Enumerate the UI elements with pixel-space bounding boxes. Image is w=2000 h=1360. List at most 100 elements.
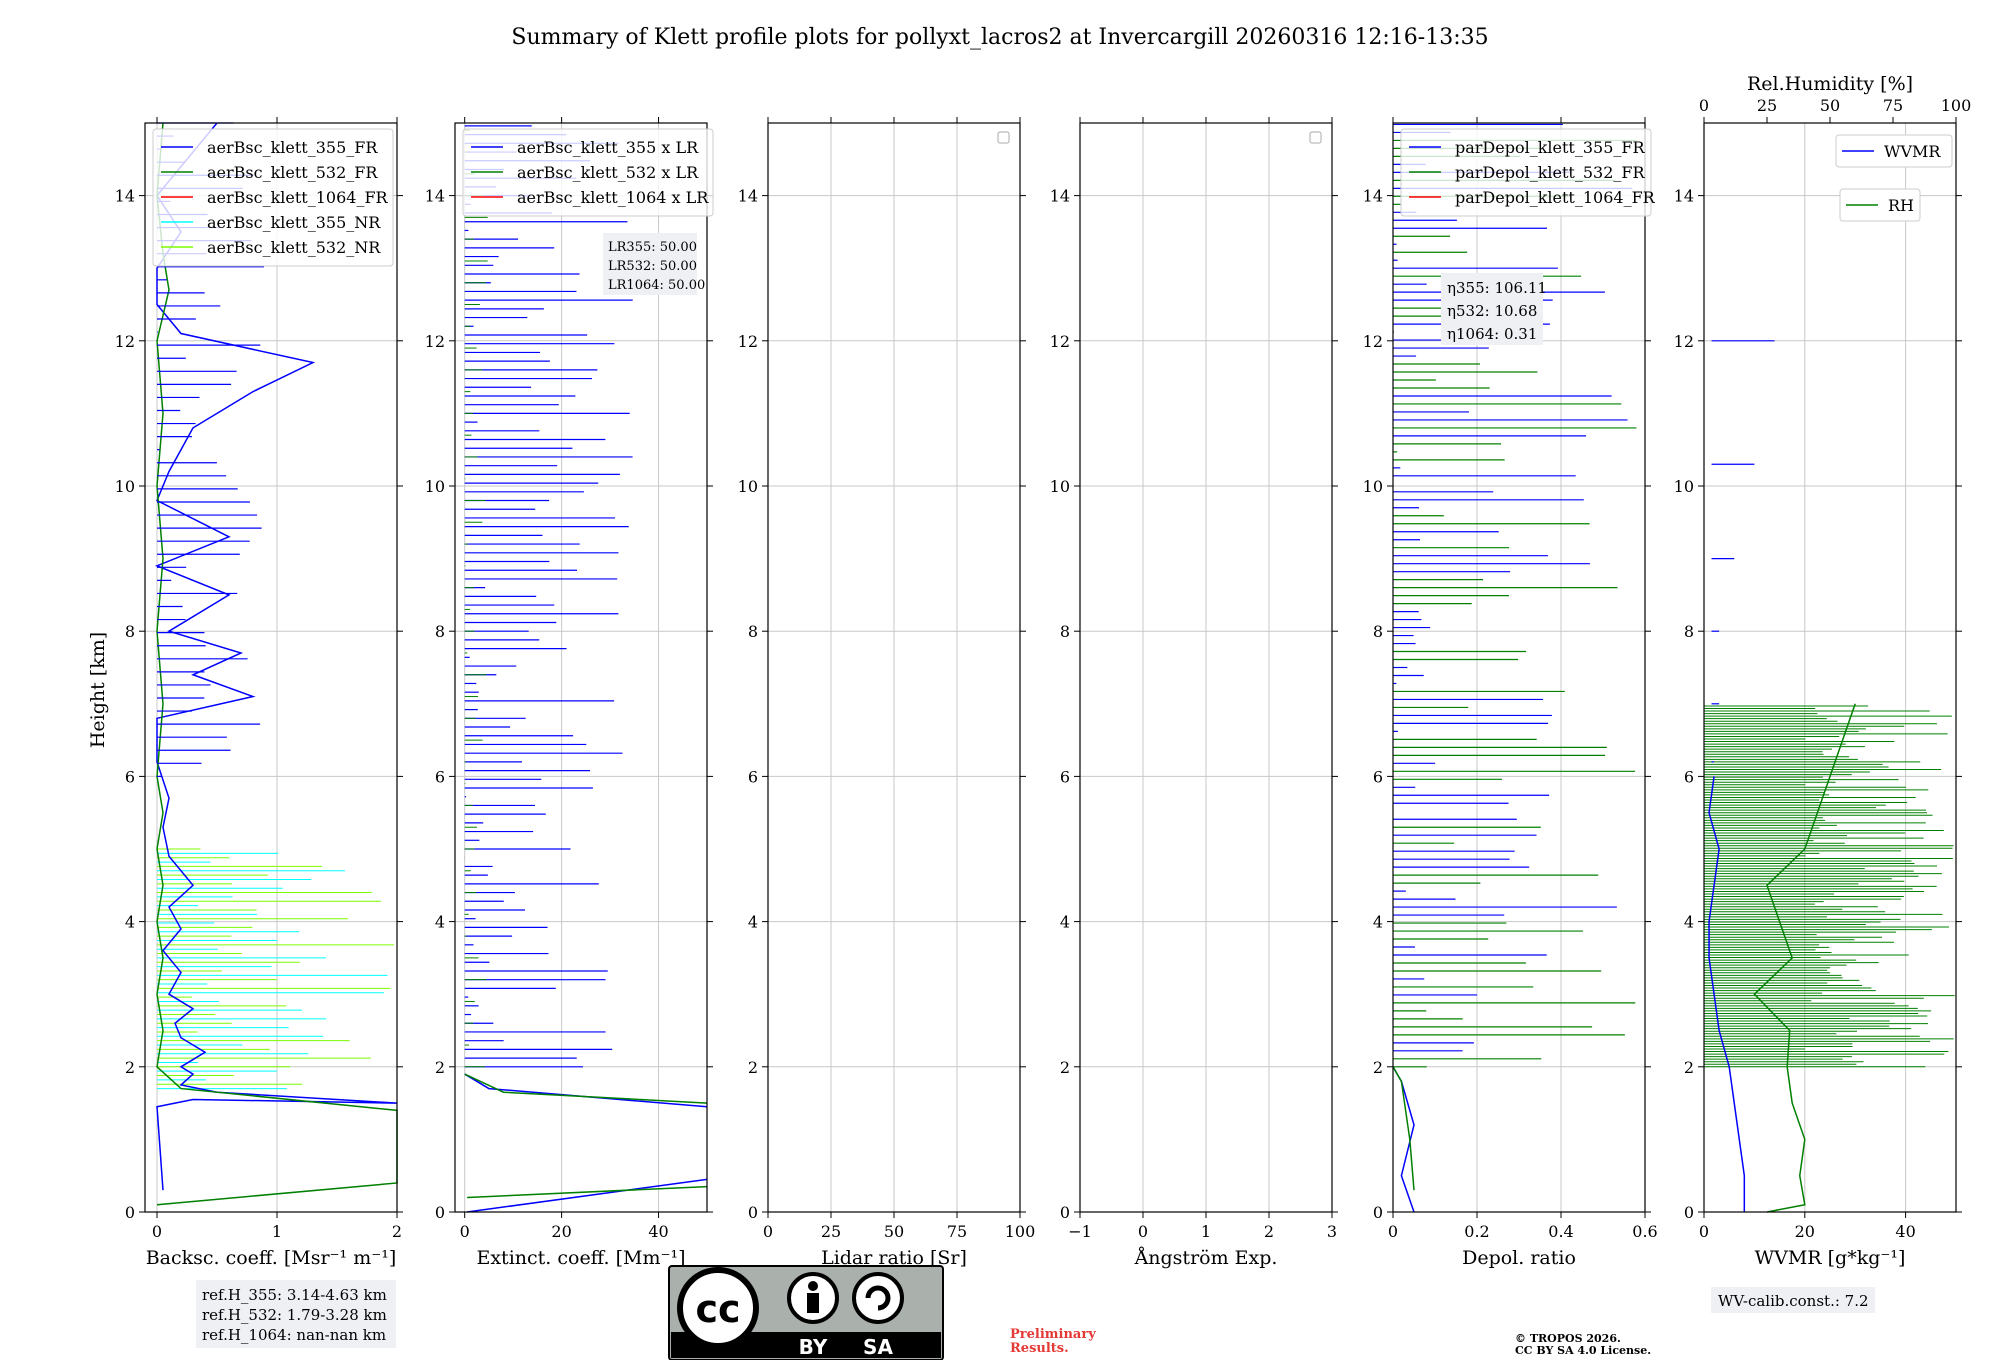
ref-height-box-bg <box>196 1280 396 1348</box>
ref-height-355: ref.H_355: 3.14-4.63 km <box>202 1286 387 1304</box>
series-355-pbl <box>464 1073 708 1108</box>
cc-license-logo: cc BY SA <box>668 1265 944 1360</box>
y-tick-label: 6 <box>748 767 758 786</box>
wv-calib-box-bg <box>1711 1287 1875 1313</box>
axes-frame <box>144 122 398 1213</box>
by-label: BY <box>799 1335 828 1359</box>
x-tick-label: 100 <box>1005 1222 1036 1241</box>
eta-label: η532: 10.68 <box>1447 302 1537 320</box>
lidar-ratio-box-bg <box>603 233 697 295</box>
x-tick-label: 0 <box>1699 1222 1709 1241</box>
x-axis-label: Lidar ratio [Sr] <box>821 1247 967 1269</box>
by-person-head <box>808 1281 818 1291</box>
y-tick-label: 12 <box>1363 332 1383 351</box>
lidar-ratio-label: LR1064: 50.00 <box>608 278 705 293</box>
legend-item: aerBsc_klett_355_NR <box>207 213 381 232</box>
y-tick-label: 2 <box>125 1058 135 1077</box>
y-tick-label: 6 <box>1684 767 1694 786</box>
y-tick-label: 12 <box>1050 332 1070 351</box>
x-tick-label: 0 <box>763 1222 773 1241</box>
axes-frame <box>1392 122 1646 1213</box>
eta-label: η355: 106.11 <box>1447 279 1547 297</box>
panel-lidar_ratio: 0 2 4 6 8 10 12 14 0 25 50 75 100 Lidar ratio [Sr] <box>738 117 1036 1269</box>
y-tick-label: 10 <box>115 477 135 496</box>
y-tick-label: 2 <box>1373 1058 1383 1077</box>
legend-wvmr: WVMR <box>1835 134 1953 168</box>
legend-frame <box>152 128 394 267</box>
y-tick-label: 2 <box>1684 1058 1694 1077</box>
y-tick-label: 6 <box>1373 767 1383 786</box>
ref-height-1064: ref.H_1064: nan-nan km <box>202 1326 386 1344</box>
top-x-tick-label: 50 <box>1820 96 1840 115</box>
legend: aerBsc_klett_355 x LR aerBsc_klett_532 x … <box>462 128 714 217</box>
y-tick-label: 0 <box>1684 1203 1694 1222</box>
lidar-ratio-label: LR355: 50.00 <box>608 240 697 255</box>
ref-height-box: ref.H_355: 3.14-4.63 km ref.H_532: 1.79-… <box>196 1280 396 1348</box>
eta-box: η355: 106.11 η532: 10.68 η1064: 0.31 <box>1441 273 1547 345</box>
y-tick-label: 4 <box>1373 913 1383 932</box>
y-tick-label: 0 <box>748 1203 758 1222</box>
y-tick-label: 8 <box>1373 622 1383 641</box>
preliminary-line-2: Results. <box>1010 1341 1069 1356</box>
eta-box-bg <box>1441 273 1543 345</box>
y-tick-label: 2 <box>435 1058 445 1077</box>
series-355-fr <box>154 122 398 1191</box>
x-tick-label: −1 <box>1068 1222 1092 1241</box>
legend-item: aerBsc_klett_355 x LR <box>517 138 699 157</box>
legend-item: aerBsc_klett_355_FR <box>207 138 378 157</box>
extinction-data <box>464 125 708 1213</box>
y-tick-label: 8 <box>125 622 135 641</box>
series-532-fr <box>156 122 398 1206</box>
x-tick-label: 3 <box>1327 1222 1337 1241</box>
y-tick-label: 14 <box>1674 187 1694 206</box>
x-tick-label: 0 <box>152 1222 162 1241</box>
x-tick-label: 2 <box>392 1222 402 1241</box>
top-x-tick-label: 0 <box>1699 96 1709 115</box>
y-tick-label: 6 <box>435 767 445 786</box>
y-tick-label: 4 <box>1684 913 1694 932</box>
x-axis-label: WVMR [g*kg⁻¹] <box>1755 1247 1906 1269</box>
x-axis-label: Backsc. coeff. [Msr⁻¹ m⁻¹] <box>146 1247 397 1269</box>
x-axis-label: Extinct. coeff. [Mm⁻¹] <box>476 1247 685 1269</box>
y-tick-label: 6 <box>1060 767 1070 786</box>
panel-extinction: 0 2 4 6 8 10 12 14 0 20 40 Extinct. coeff. [Mm⁻¹] ae… <box>425 117 714 1269</box>
x-tick-label: 0 <box>1138 1222 1148 1241</box>
legend-item: parDepol_klett_1064_FR <box>1455 188 1656 207</box>
wvmr-data <box>1704 340 1955 1213</box>
wv-calib-text: WV-calib.const.: 7.2 <box>1718 1292 1869 1310</box>
legend-item: aerBsc_klett_532_FR <box>207 163 378 182</box>
top-x-tick-label: 75 <box>1883 96 1903 115</box>
x-tick-label: 1 <box>272 1222 282 1241</box>
y-tick-label: 10 <box>1674 477 1694 496</box>
legend-label: WVMR <box>1884 142 1941 161</box>
y-tick-label: 2 <box>748 1058 758 1077</box>
x-axis-label: Depol. ratio <box>1462 1247 1576 1269</box>
y-tick-label: 8 <box>1684 622 1694 641</box>
series-355-nearfield <box>467 1178 708 1213</box>
y-tick-label: 14 <box>1363 187 1383 206</box>
x-tick-label: 0 <box>1388 1222 1398 1241</box>
empty-legend-icon <box>997 131 1010 144</box>
legend-item: aerBsc_klett_532 x LR <box>517 163 699 182</box>
legend: parDepol_klett_355_FR parDepol_klett_532_… <box>1400 128 1656 217</box>
legend-item: parDepol_klett_532_FR <box>1455 163 1646 182</box>
series-532-nearfield <box>467 1185 708 1199</box>
y-tick-label: 10 <box>1050 477 1070 496</box>
panel-depol: 0 2 4 6 8 10 12 14 0 0.2 0.4 0.6 Depol. ratio parDepo… <box>1363 117 1658 1269</box>
x-tick-label: 25 <box>821 1222 841 1241</box>
legend-item: parDepol_klett_355_FR <box>1455 138 1646 157</box>
x-tick-label: 75 <box>947 1222 967 1241</box>
x-tick-label: 50 <box>884 1222 904 1241</box>
top-x-tick-label: 100 <box>1941 96 1972 115</box>
y-tick-label: 0 <box>435 1203 445 1222</box>
y-tick-label: 14 <box>1050 187 1070 206</box>
series-wvmr <box>1708 776 1746 1212</box>
legend-frame <box>462 128 714 217</box>
y-tick-label: 6 <box>125 767 135 786</box>
sa-label: SA <box>863 1335 893 1359</box>
wv-calib-box: WV-calib.const.: 7.2 <box>1711 1287 1875 1313</box>
panel-wvmr: 0 2 4 6 8 10 12 14 0 20 40 0 25 50 75 100 Rel.Humidity [… <box>1674 73 1972 1269</box>
x-tick-label: 40 <box>648 1222 668 1241</box>
x-tick-label: 0.2 <box>1464 1222 1489 1241</box>
